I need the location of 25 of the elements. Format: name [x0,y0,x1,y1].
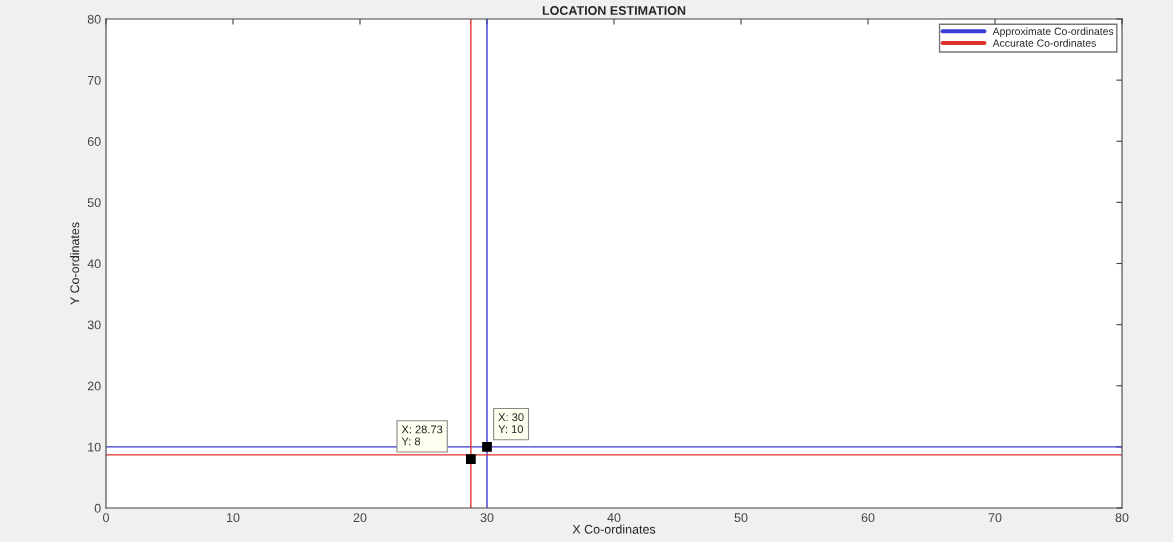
x-tick-label: 70 [988,513,1002,523]
annotation: X: 30 Y: 10 [498,413,524,434]
x-tick-label: 0 [103,513,109,523]
y-tick-label: 50 [87,198,101,208]
x-tick-label: 80 [1115,513,1129,523]
legend-label: Accurate Co-ordinates [992,39,1096,47]
x-tick-label: 40 [607,513,621,523]
x-tick-label: 20 [353,513,367,523]
y-tick-label: 60 [87,137,101,146]
y-tick-label: 20 [87,381,101,391]
y-tick-label: 30 [87,320,101,330]
legend-label: Approximate Co-ordinates [992,27,1114,38]
y-tick-label: 40 [87,259,101,269]
y-tick-label: 80 [87,14,101,24]
annotation: X: 28.73 Y: 8 [401,425,443,446]
x-tick-label: 50 [734,513,748,523]
x-tick-label: 60 [861,513,875,523]
y-tick-label: 70 [87,75,101,85]
x-tick-label: 10 [227,513,240,523]
y-axis-title: Y Co-ordinates [70,222,80,305]
y-tick-label: 0 [94,503,101,513]
x-tick-label: 30 [480,513,494,523]
y-tick-label: 10 [88,442,101,452]
x-axis-title: X Co-ordinates [572,524,656,534]
chart-title: LOCATION ESTIMATION [542,6,686,15]
